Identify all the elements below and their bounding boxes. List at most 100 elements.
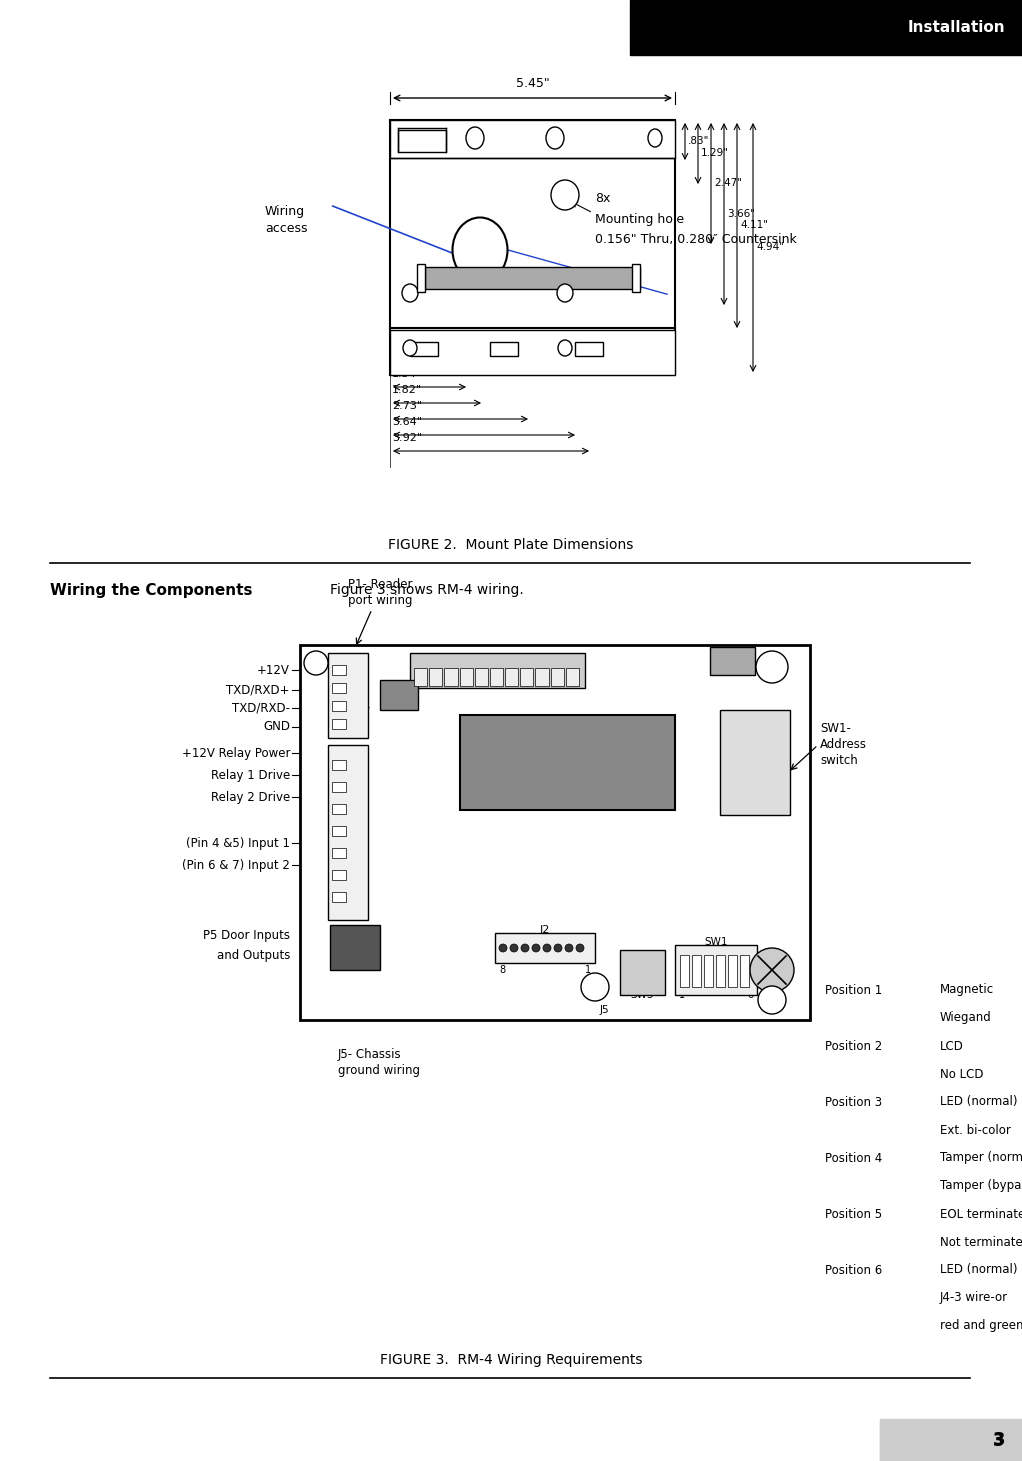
Text: 2.73": 2.73" [392, 400, 422, 411]
Text: P5: P5 [356, 837, 370, 847]
Bar [332, 782, 346, 792]
Text: SW1: SW1 [704, 937, 728, 947]
Ellipse shape [453, 218, 508, 282]
Bar [390, 330, 675, 375]
Bar [551, 668, 564, 687]
Bar [490, 668, 503, 687]
Bar [332, 804, 346, 814]
Text: P5 Door Inputs: P5 Door Inputs [203, 929, 290, 941]
Text: Position 3: Position 3 [825, 1096, 882, 1109]
Text: J2: J2 [540, 925, 550, 935]
Text: P1- Reader
port wiring: P1- Reader port wiring [347, 579, 412, 606]
Text: Installation: Installation [908, 19, 1005, 35]
Text: Position 5: Position 5 [825, 1207, 882, 1220]
Bar [632, 264, 640, 292]
Bar [495, 934, 595, 963]
Bar [680, 955, 689, 988]
Bar [332, 719, 346, 729]
Circle shape [565, 944, 573, 953]
Bar [675, 945, 757, 995]
Text: 7: 7 [350, 887, 357, 897]
Text: 5.45": 5.45" [516, 77, 550, 91]
Bar [460, 714, 675, 809]
Bar [620, 950, 665, 995]
Bar [429, 668, 443, 687]
Text: No LCD: No LCD [940, 1068, 983, 1081]
Text: .83": .83" [688, 136, 709, 146]
Bar [390, 120, 675, 375]
Bar [417, 264, 425, 292]
Ellipse shape [557, 283, 573, 302]
Text: Wiegand: Wiegand [940, 1011, 991, 1024]
Text: +12V: +12V [258, 663, 290, 676]
Text: LCD: LCD [940, 1039, 964, 1052]
Text: EOL terminate: EOL terminate [940, 1207, 1022, 1220]
Text: LED (normal): LED (normal) [940, 1264, 1018, 1277]
Bar [328, 745, 368, 920]
Text: Tamper (bypass): Tamper (bypass) [940, 1179, 1022, 1192]
Text: 1.82": 1.82" [392, 386, 422, 394]
Text: 0.156" Thru, 0.280″ Countersink: 0.156" Thru, 0.280″ Countersink [595, 234, 797, 247]
Text: GND: GND [263, 720, 290, 733]
Text: Magnetic: Magnetic [940, 983, 994, 996]
Text: Tamper (normal): Tamper (normal) [940, 1151, 1022, 1164]
Text: Relay 2 Drive: Relay 2 Drive [211, 790, 290, 804]
Text: SW1-
Address
switch: SW1- Address switch [820, 723, 867, 767]
Text: Position 1: Position 1 [825, 983, 882, 996]
Ellipse shape [466, 127, 484, 149]
Text: SW3: SW3 [631, 991, 654, 999]
Text: 3.92": 3.92" [392, 432, 422, 443]
Text: +12V Relay Power: +12V Relay Power [182, 747, 290, 760]
Bar [332, 869, 346, 880]
Text: Not terminated: Not terminated [940, 1236, 1022, 1249]
Text: TXD/RXD+: TXD/RXD+ [227, 684, 290, 697]
Circle shape [758, 986, 786, 1014]
Text: Position 6: Position 6 [825, 1264, 882, 1277]
Bar [332, 701, 346, 712]
Circle shape [576, 944, 584, 953]
Text: Relay 1 Drive: Relay 1 Drive [211, 768, 290, 782]
Bar [475, 668, 487, 687]
Text: 1: 1 [679, 991, 685, 999]
Bar [566, 668, 579, 687]
Text: 8: 8 [499, 966, 505, 974]
Bar [332, 847, 346, 858]
Text: 1.29": 1.29" [701, 149, 729, 158]
Bar [704, 955, 713, 988]
Text: Ext. bi-color: Ext. bi-color [940, 1124, 1011, 1137]
Text: 4: 4 [350, 714, 356, 725]
Bar [728, 955, 737, 988]
Text: (Pin 4 &5) Input 1: (Pin 4 &5) Input 1 [186, 837, 290, 849]
Text: 3: 3 [993, 1432, 1005, 1449]
Bar [332, 760, 346, 770]
Bar [880, 1422, 1022, 1461]
Text: 1.54": 1.54" [392, 370, 422, 378]
Text: TXD/RXD-: TXD/RXD- [232, 701, 290, 714]
Text: Position 2: Position 2 [825, 1039, 882, 1052]
Bar [460, 668, 473, 687]
Circle shape [510, 944, 518, 953]
Text: 6: 6 [747, 991, 753, 999]
Text: 1: 1 [350, 660, 356, 671]
Bar [721, 710, 790, 815]
Ellipse shape [402, 283, 418, 302]
Bar [536, 668, 549, 687]
Text: 3.64": 3.64" [392, 416, 422, 427]
Circle shape [756, 652, 788, 682]
Bar [880, 1419, 1022, 1461]
Circle shape [580, 973, 609, 1001]
Text: 2.47": 2.47" [714, 178, 742, 188]
Text: and Outputs: and Outputs [217, 948, 290, 961]
Bar [410, 342, 438, 356]
Text: 1: 1 [585, 966, 591, 974]
Bar [505, 668, 518, 687]
Bar [332, 665, 346, 675]
Text: Figure 3 shows RM-4 wiring.: Figure 3 shows RM-4 wiring. [330, 583, 523, 598]
Circle shape [521, 944, 529, 953]
Text: 3.66": 3.66" [727, 209, 755, 219]
Text: J5: J5 [600, 1005, 610, 1015]
Text: J4-3 wire-or: J4-3 wire-or [940, 1292, 1008, 1305]
Bar [380, 679, 418, 710]
Bar [445, 668, 458, 687]
Bar [328, 653, 368, 738]
